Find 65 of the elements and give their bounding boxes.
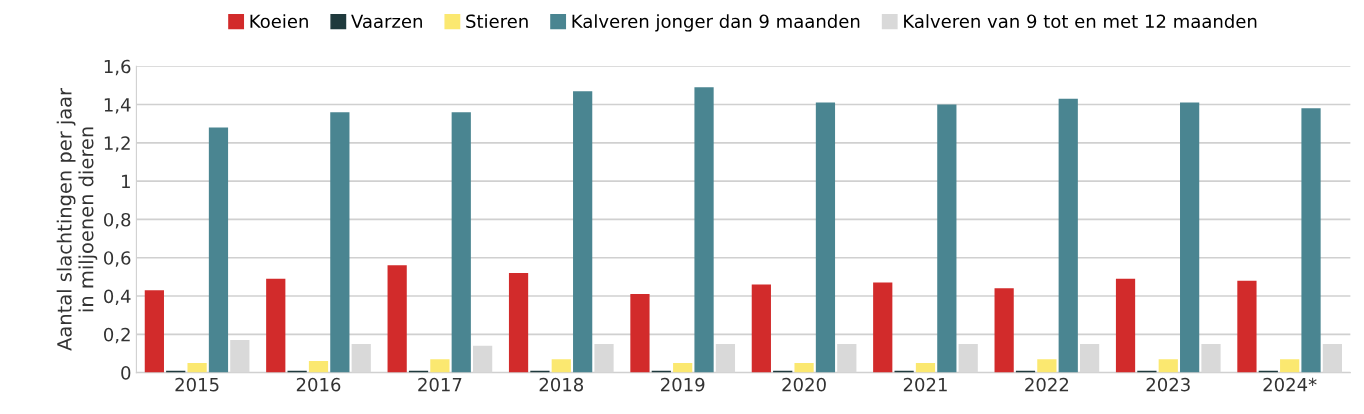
- bar: [451, 112, 471, 373]
- bar: [915, 363, 936, 373]
- bar: [694, 87, 714, 373]
- bar: [351, 343, 371, 373]
- x-tick-label: 2016: [296, 377, 341, 392]
- x-tick-label: 2021: [903, 377, 947, 392]
- y-tick-label: 1,6: [104, 59, 131, 76]
- x-tick-label: 2022: [1025, 377, 1069, 392]
- x-tick-label: 2023: [1146, 377, 1190, 392]
- bar: [937, 104, 957, 373]
- y-tick-label: 0: [121, 366, 131, 380]
- bar: [551, 359, 571, 373]
- bar: [266, 278, 286, 373]
- legend-label: Koeien: [250, 14, 308, 29]
- bar: [994, 288, 1014, 373]
- y-tick-label: 0,6: [104, 251, 131, 267]
- bar: [573, 91, 593, 373]
- bar: [208, 127, 229, 373]
- bar: [230, 340, 250, 373]
- bar: [1158, 359, 1178, 373]
- bar: [430, 359, 450, 373]
- y-axis-title: Aantal slachtingen per jaar in miljoenen dieren: [56, 87, 98, 351]
- bar: [630, 294, 650, 373]
- bar: [673, 363, 693, 373]
- y-tick-label: 1: [122, 174, 130, 188]
- y-tick-label: 0,2: [104, 327, 130, 344]
- bar: [715, 343, 736, 373]
- bar: [473, 345, 493, 373]
- x-tick-label: 2024*: [1263, 377, 1317, 392]
- bar: [837, 343, 857, 373]
- bar: [1201, 343, 1221, 373]
- legend-label: Kalveren van 9 tot en met 12 maanden: [904, 14, 1257, 29]
- y-tick-label: 0,4: [104, 289, 131, 305]
- bar: [508, 273, 529, 373]
- x-tick-label: 2019: [661, 377, 705, 392]
- legend-label: Stieren: [466, 14, 528, 29]
- bar: [1115, 278, 1136, 373]
- bar: [387, 265, 407, 373]
- legend-label: Kalveren jonger dan 9 maanden: [572, 14, 860, 32]
- y-tick-label: 1,2: [104, 136, 130, 152]
- bar: [308, 361, 329, 373]
- bar: [1037, 359, 1057, 373]
- bar: [751, 284, 771, 373]
- bar: [144, 290, 164, 373]
- legend-label: Vaarzen: [351, 14, 422, 29]
- bar: [594, 343, 614, 373]
- x-tick-label: 2015: [175, 377, 219, 392]
- bar: [187, 363, 207, 373]
- bar: [794, 363, 814, 373]
- bar: [958, 343, 978, 373]
- bar: [1079, 343, 1100, 373]
- bar: [815, 102, 836, 373]
- x-tick-label: 2018: [539, 377, 584, 392]
- x-tick-label: 2017: [418, 377, 462, 392]
- bar: [1322, 343, 1343, 373]
- x-tick-label: 2020: [782, 377, 826, 392]
- y-tick-label: 1,4: [104, 98, 131, 114]
- bar: [1180, 102, 1200, 373]
- bar: [873, 282, 893, 373]
- bar: [1280, 359, 1300, 373]
- bar: [1237, 280, 1257, 373]
- y-tick-label: 0,8: [104, 212, 131, 229]
- bar: [1301, 108, 1321, 373]
- bar: [330, 112, 350, 373]
- bar: [1058, 98, 1078, 373]
